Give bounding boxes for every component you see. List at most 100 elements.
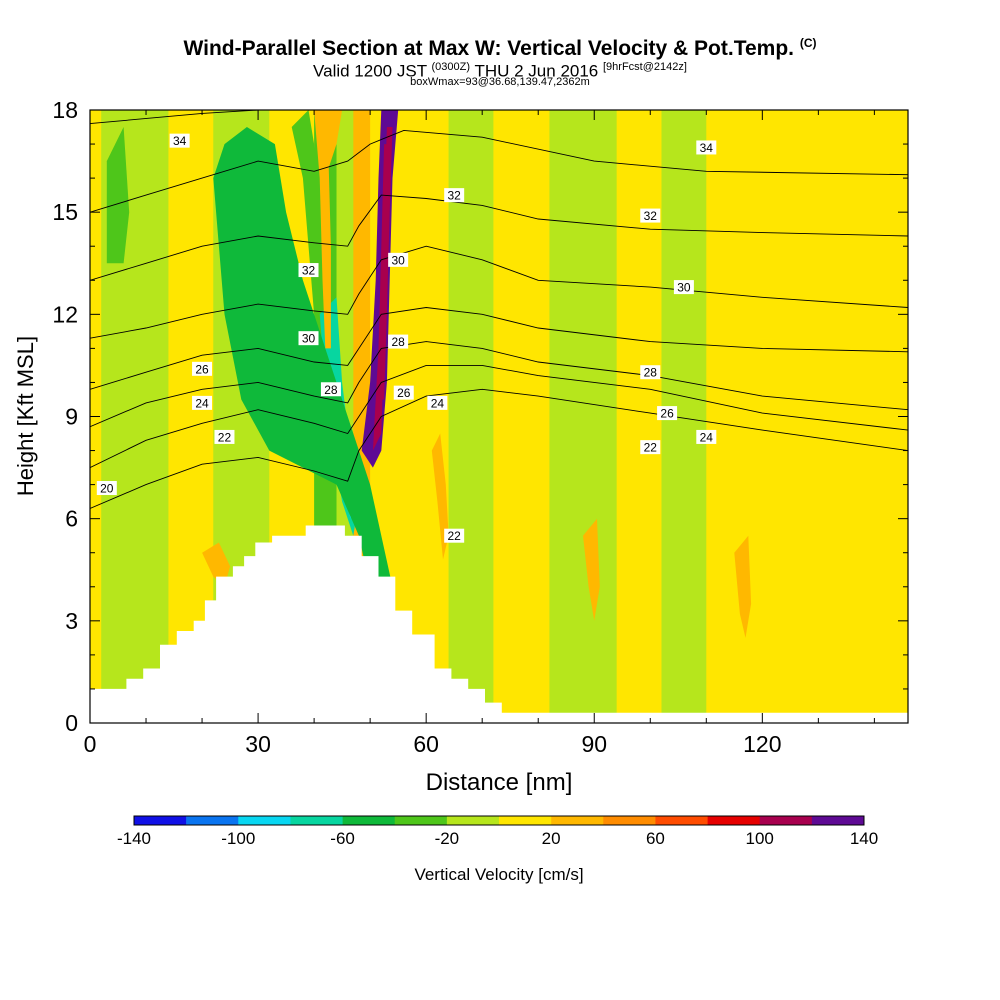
contour-label: 28 (391, 335, 405, 349)
contour-label-box (388, 252, 409, 267)
contour-label: 24 (195, 396, 209, 410)
x-tick-label: 60 (413, 731, 439, 757)
colorbar-segment (603, 816, 656, 825)
y-tick-label: 6 (65, 506, 78, 532)
y-tick-label: 0 (65, 710, 78, 736)
chart-subtitle: Valid 1200 JST (0300Z) THU 2 Jun 2016 [9… (0, 61, 1000, 82)
contour-label: 30 (677, 281, 691, 295)
contour-label: 26 (660, 407, 674, 421)
colorbar-tick-label: 140 (850, 829, 878, 848)
theta-contour-layer (90, 110, 908, 509)
velocity-band (493, 110, 550, 723)
subtitle-z: (0300Z) (431, 61, 471, 73)
x-axis-title: Distance [nm] (426, 769, 573, 796)
colorbar-segment (394, 816, 448, 825)
contour-label-layer: 34 34 32 32 32 30 30 30 28 28 28 26 26 26 24 24 24 22 22 22… (96, 133, 717, 543)
contour-label: 34 (700, 141, 714, 155)
colorbar-tick-label: -100 (221, 829, 255, 848)
theta-contour-32 (90, 129, 908, 213)
contour-label-box (444, 528, 465, 543)
contour-label: 24 (431, 396, 445, 410)
contour-label-box (640, 208, 661, 223)
subtitle-valid: Valid 1200 JST (313, 61, 427, 81)
colorbar-tick-label: 20 (542, 829, 561, 848)
theta-contour-20 (90, 388, 908, 509)
contour-label: 32 (302, 264, 316, 278)
downdraft-region (106, 127, 130, 264)
contour-label-box (214, 429, 235, 444)
contour-label: 30 (302, 332, 316, 346)
colorbar-segment (134, 816, 187, 825)
contour-label-box (320, 382, 341, 397)
colorbar-segment (238, 816, 291, 825)
updraft-region (734, 535, 752, 638)
x-tick-label: 90 (581, 731, 607, 757)
colorbar-segment (655, 816, 708, 825)
x-tick-label: 0 (84, 731, 97, 757)
axis-layer: 0 30 60 90 120 0 3 6 9 12 15 18 (52, 97, 908, 757)
contour-label-box (427, 395, 448, 410)
chart-subtitle-2: boxWmax=93@36.68,139.47,2362m (410, 76, 590, 88)
theta-contour-34 (90, 110, 908, 125)
contour-label: 34 (173, 134, 187, 148)
contour-label-box (673, 280, 694, 295)
contour-label-box (696, 140, 717, 155)
y-tick-label: 18 (52, 97, 78, 123)
contour-label-box (696, 429, 717, 444)
updraft-region (314, 110, 343, 179)
contour-label-box (298, 331, 319, 346)
colorbar-segment (290, 816, 343, 825)
contour-label-box (192, 395, 213, 410)
contour-label: 22 (447, 529, 461, 543)
terrain-layer (90, 525, 908, 723)
colorbar-segment (811, 816, 865, 825)
colorbar: -140 -100 -60 -20 20 60 100 140 (117, 815, 878, 848)
theta-contour-26 (90, 307, 908, 390)
contour-label-box (444, 188, 465, 203)
terrain-mask (90, 525, 908, 723)
chart-title-tag: (C) (799, 36, 817, 50)
y-tick-label: 15 (52, 199, 78, 225)
colorbar-frame (133, 815, 865, 826)
updraft-region (431, 433, 449, 560)
colorbar-label: Vertical Velocity [cm/s] (414, 865, 583, 884)
colorbar-segment (759, 816, 813, 825)
contour-label-box (640, 440, 661, 455)
x-tick-label: 30 (245, 731, 271, 757)
velocity-band (448, 110, 494, 723)
theta-contour-30 (90, 194, 908, 281)
colorbar-segment (342, 816, 396, 825)
downdraft-region (213, 127, 393, 611)
contour-label: 24 (700, 430, 714, 444)
updraft-region (378, 127, 393, 400)
theta-contour-24 (90, 341, 908, 428)
contour-label-box (192, 361, 213, 376)
colorbar-tick-label: -60 (330, 829, 355, 848)
contour-label: 20 (100, 482, 114, 496)
theta-contour-28 (90, 245, 908, 339)
contour-label-box (657, 406, 678, 421)
contour-label-box (96, 481, 117, 496)
theta-contour-22 (90, 364, 908, 469)
contour-label: 22 (644, 441, 658, 455)
colorbar-segment (707, 816, 761, 825)
chart-title-text: Wind-Parallel Section at Max W: Vertical… (183, 37, 794, 60)
colorbar-tick-label: 100 (746, 829, 774, 848)
colorbar-tick-label: -20 (435, 829, 460, 848)
contour-label: 32 (644, 209, 658, 223)
subtitle-date: THU 2 Jun 2016 (474, 61, 599, 81)
contour-label: 26 (195, 362, 209, 376)
contour-label: 22 (218, 430, 232, 444)
y-tick-label: 12 (52, 301, 78, 327)
velocity-band (549, 110, 618, 723)
contour-label-box (388, 334, 409, 349)
contour-label-box (640, 365, 661, 380)
x-tick-label: 120 (743, 731, 781, 757)
contour-label: 26 (397, 386, 411, 400)
y-tick-label: 3 (65, 608, 78, 634)
colorbar-tick-label: 60 (646, 829, 665, 848)
velocity-band (706, 110, 763, 723)
contour-label: 30 (391, 253, 405, 267)
velocity-band (616, 110, 662, 723)
